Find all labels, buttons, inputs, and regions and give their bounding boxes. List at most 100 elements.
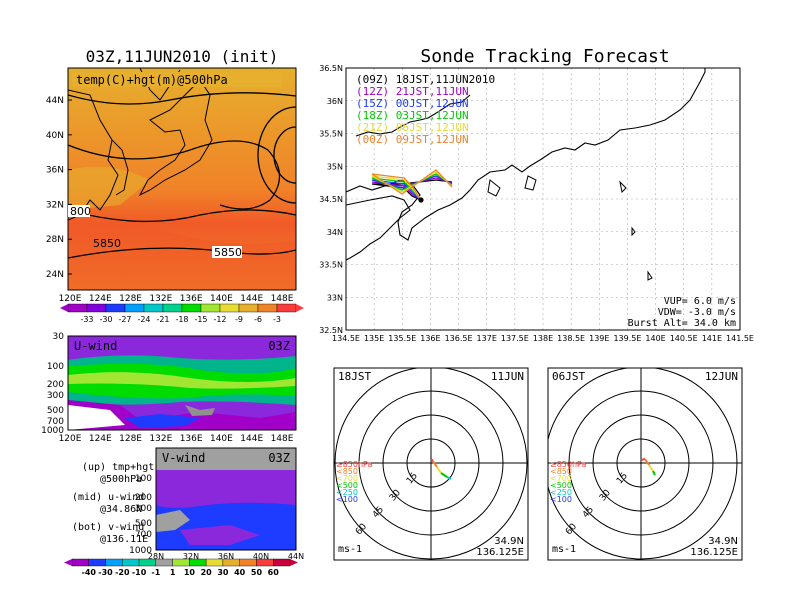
track-lon-label: 137E <box>477 334 497 343</box>
colorbar-arrow-left <box>60 304 68 312</box>
colorbar-swatch <box>86 303 107 313</box>
track-lon-label: 141E <box>702 334 722 343</box>
hgt-contour-3 <box>68 209 296 223</box>
hgt-contour-low-inner <box>273 126 296 184</box>
warm-region <box>68 223 296 290</box>
colorbar-swatch <box>257 303 278 313</box>
wind-colorbar-label: 1 <box>170 568 176 577</box>
sonde-track <box>371 175 453 201</box>
hodo-time: 06JST <box>552 370 585 383</box>
vwind-y-tick-label: 100 <box>135 474 152 484</box>
vwind-y-tick-label: 700 <box>135 530 152 540</box>
legend-mid-2: @34.86N <box>100 504 142 515</box>
uwind-frame <box>67 335 297 431</box>
uwind-y-tick-label: 1000 <box>41 426 64 436</box>
colorbar-label: -33 <box>80 315 93 324</box>
param-burst: Burst Alt= 34.0 km <box>628 318 736 329</box>
track-map-frame <box>345 67 741 331</box>
uwind-y-tick-label: 300 <box>47 391 64 401</box>
vwind-gray-patch <box>156 510 190 532</box>
sonde-track <box>371 169 453 201</box>
honshu-coast <box>346 68 706 241</box>
track-lon-label: 140E <box>645 334 665 343</box>
wind-colorbar-swatch <box>239 558 257 567</box>
lat-tick-label: 44N <box>46 96 64 106</box>
lon-tick-label: 128E <box>119 294 142 304</box>
vwind-y-tick-label: 200 <box>135 493 152 503</box>
izu-coast <box>524 175 537 191</box>
legend-bot-2: @136.11E <box>100 534 148 545</box>
track-lon-label: 136E <box>420 334 440 343</box>
wind-colorbar-swatch <box>256 558 274 567</box>
vwind-purple-band <box>156 470 296 508</box>
track-lon-label: 137.5E <box>501 334 529 343</box>
shikoku-coast <box>346 195 411 261</box>
colorbar-swatch <box>105 303 126 313</box>
hodo-lon: 136.125E <box>476 547 524 558</box>
hodo-level-label: <250 <box>336 488 358 497</box>
wind-colorbar-swatch <box>155 558 173 567</box>
hgt-contour-1 <box>68 92 296 105</box>
track-lat-label: 36N <box>327 97 343 106</box>
track-lon-label: 134.5E <box>332 334 360 343</box>
track-lon-label: 141.5E <box>726 334 754 343</box>
uwind-x-tick-label: 144E <box>240 434 263 444</box>
sonde-tracks <box>371 169 453 201</box>
colorbar-label: -18 <box>175 315 188 324</box>
uwind-band-lime <box>68 372 296 389</box>
hodo-wind-segment <box>440 472 448 478</box>
uwind-y-tick-label: 700 <box>47 417 64 427</box>
vwind-x-tick-label: 40N <box>253 552 269 561</box>
uwind-x-tick-label: 132E <box>149 434 172 444</box>
island-3 <box>647 270 653 281</box>
track-params: VUP= 6.0 m/s VDW= -3.0 m/s Burst Alt= 34… <box>628 296 736 329</box>
contour-label-2: 5850 <box>214 246 242 259</box>
wind-colorbar-label: -10 <box>132 568 147 577</box>
track-lon-label: 135.5E <box>388 334 416 343</box>
hodo-lat: 34.9N <box>708 536 738 547</box>
legend-up-2: @500hPa <box>100 474 142 485</box>
colorbar-label: -27 <box>118 315 131 324</box>
uwind-x-tick-label: 124E <box>89 434 112 444</box>
vwind-x-tick-label: 44N <box>288 552 304 561</box>
hodo-wind-segment <box>436 466 442 474</box>
temp-colorbar: -33 -30 -27 -24 -21 -18 -15 -12 -9 -6 -3 <box>60 303 304 324</box>
colorbar-swatch <box>238 303 259 313</box>
uwind-terrain <box>68 405 125 430</box>
sonde-track <box>371 171 453 201</box>
track-lat-label: 33.5N <box>319 261 343 270</box>
vwind-y-tick-label: 300 <box>135 504 152 514</box>
lon-tick-label: 120E <box>59 294 82 304</box>
map500-panel: temp(C)+hgt(m)@500hPa 800 5850 5850 44N4… <box>46 67 304 324</box>
colorbar-label: -30 <box>99 315 112 324</box>
wind-colorbar-arrow-right <box>290 559 298 566</box>
hodo-level-label: <500 <box>336 481 358 490</box>
track-legend-entry: (09Z) 18JST,11JUN2010 <box>356 73 495 86</box>
vwind-x-ticks: 28N 32N 36N 40N 44N <box>148 552 304 561</box>
lon-tick-label: 148E <box>271 294 294 304</box>
wind-colorbar-label: 20 <box>201 568 213 577</box>
colorbar-swatch <box>219 303 240 313</box>
contour-label-bg-2 <box>212 246 242 258</box>
contour-label-0: 800 <box>70 205 91 218</box>
track-lon-label: 138.5E <box>557 334 585 343</box>
lon-tick-label: 136E <box>180 294 203 304</box>
colorbar-label: -24 <box>137 315 150 324</box>
hodo-level-label: <500 <box>550 481 572 490</box>
track-legend-entry: (21Z) 06JST,12JUN <box>356 121 469 134</box>
island-1 <box>619 180 627 194</box>
param-vup: VUP= 6.0 m/s <box>664 296 736 307</box>
track-lat-label: 35N <box>327 162 343 171</box>
wind-colorbar-label: 40 <box>234 568 246 577</box>
colorbar-label: -12 <box>213 315 226 324</box>
map500-lat-ticks: 44N 40N 36N 32N 28N 24N <box>46 96 72 280</box>
uwind-blue-patch <box>125 414 200 428</box>
mild-region <box>68 166 150 210</box>
uwind-time: 03Z <box>268 339 290 353</box>
colorbar-swatch <box>276 303 297 313</box>
wind-colorbar-label: -1 <box>151 568 160 577</box>
colorbar-swatch <box>181 303 202 313</box>
